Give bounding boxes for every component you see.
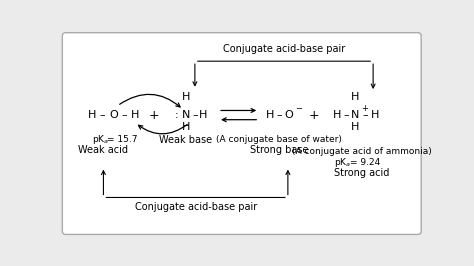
- Text: –: –: [100, 110, 105, 120]
- Text: = 9.24: = 9.24: [350, 158, 380, 167]
- Text: H: H: [88, 110, 96, 120]
- Text: H: H: [351, 92, 359, 102]
- Text: –: –: [121, 110, 127, 120]
- Text: = 15.7: = 15.7: [107, 135, 138, 144]
- Text: Strong acid: Strong acid: [334, 168, 389, 178]
- Text: pK$_a$: pK$_a$: [334, 156, 352, 169]
- Text: H: H: [182, 92, 190, 102]
- FancyBboxPatch shape: [63, 33, 421, 234]
- Text: +: +: [148, 109, 159, 122]
- Text: Weak acid: Weak acid: [78, 145, 128, 155]
- Text: H: H: [266, 110, 274, 120]
- Text: H: H: [371, 110, 379, 120]
- Text: –: –: [276, 110, 282, 120]
- Text: +: +: [308, 109, 319, 122]
- Text: :: :: [175, 110, 179, 120]
- Text: Weak base: Weak base: [159, 135, 212, 145]
- Text: (A conjugate base of water): (A conjugate base of water): [217, 135, 342, 144]
- Text: pK$_a$: pK$_a$: [92, 133, 109, 146]
- Text: Conjugate acid-base pair: Conjugate acid-base pair: [135, 202, 257, 213]
- Text: Strong base: Strong base: [250, 145, 309, 155]
- Text: –: –: [363, 110, 368, 120]
- Text: +: +: [362, 104, 368, 113]
- Text: Conjugate acid-base pair: Conjugate acid-base pair: [223, 44, 345, 54]
- Text: O: O: [109, 110, 118, 120]
- Text: –: –: [192, 110, 198, 120]
- Text: –: –: [343, 110, 349, 120]
- Text: H: H: [351, 122, 359, 132]
- Text: −: −: [296, 104, 302, 113]
- Text: O: O: [284, 110, 293, 120]
- Text: N: N: [182, 110, 190, 120]
- Text: N: N: [351, 110, 359, 120]
- Text: (A conjugate acid of ammonia): (A conjugate acid of ammonia): [292, 147, 431, 156]
- Text: H: H: [333, 110, 341, 120]
- Text: H: H: [131, 110, 139, 120]
- Text: H: H: [182, 122, 190, 132]
- Text: H: H: [199, 110, 208, 120]
